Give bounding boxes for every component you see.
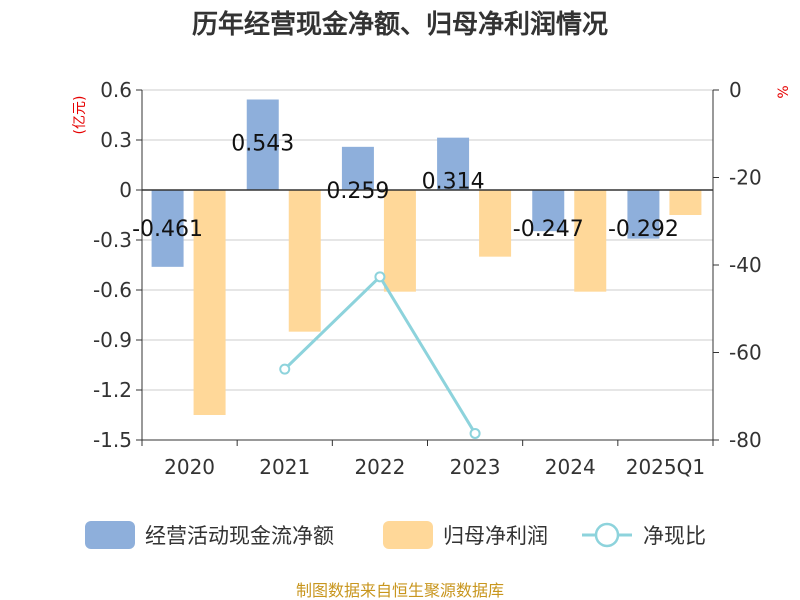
right-tick-label: -40 <box>729 253 762 277</box>
bar-series <box>151 99 702 415</box>
ratio-point <box>374 271 386 283</box>
chart-title: 历年经营现金净额、归母净利润情况 <box>192 9 608 40</box>
right-tick-label: -20 <box>729 166 762 190</box>
bar-cash-flow <box>532 190 565 232</box>
legend-swatch-net-profit <box>383 521 433 549</box>
left-tick-label: -0.9 <box>93 328 132 352</box>
x-tick-label: 2025Q1 <box>626 455 705 479</box>
ratio-line-series <box>279 271 481 439</box>
bar-cash-flow <box>151 190 184 267</box>
legend-label-net-profit: 归母净利润 <box>443 524 548 548</box>
left-tick-label: -1.5 <box>93 428 132 452</box>
data-label-cash-flow: 0.314 <box>422 170 485 195</box>
legend-label-ratio: 净现比 <box>643 524 706 548</box>
grid-lines <box>142 89 713 441</box>
x-tick-label: 2021 <box>259 455 310 479</box>
left-tick-label: 0.3 <box>100 128 132 152</box>
left-axis-unit: (亿元) <box>72 96 88 135</box>
bar-net-profit <box>479 190 512 257</box>
right-tick-label: -60 <box>729 341 762 365</box>
legend-label-cash-flow: 经营活动现金流净额 <box>145 524 334 548</box>
bar-net-profit <box>193 190 226 415</box>
x-tick-label: 2022 <box>354 455 405 479</box>
data-label-cash-flow: -0.461 <box>132 217 203 242</box>
bar-net-profit <box>288 190 321 332</box>
right-tick-label: -80 <box>729 428 762 452</box>
data-label-cash-flow: 0.259 <box>326 179 389 204</box>
legend-swatch-cash-flow <box>85 521 135 549</box>
source-note: 制图数据来自恒生聚源数据库 <box>296 581 504 600</box>
left-tick-label: 0.6 <box>100 78 132 102</box>
bar-net-profit <box>383 190 416 292</box>
bar-net-profit <box>574 190 607 292</box>
left-tick-label: 0 <box>119 178 132 202</box>
legend-swatch-ratio-marker <box>594 522 620 548</box>
left-tick-label: -1.2 <box>93 378 132 402</box>
data-labels: -0.461 0.543 0.259 0.314 -0.247 -0.292 <box>132 132 679 243</box>
bar-cash-flow <box>627 190 660 239</box>
legend: 经营活动现金流净额 归母净利润 净现比 <box>85 521 706 549</box>
data-label-cash-flow: 0.543 <box>231 132 294 157</box>
bar-cash-flow <box>341 146 374 190</box>
left-tick-label: -0.3 <box>93 228 132 252</box>
bar-net-profit <box>669 190 702 215</box>
data-label-cash-flow: -0.247 <box>513 217 584 242</box>
x-tick-label: 2023 <box>450 455 501 479</box>
right-axis-unit: % <box>776 85 792 98</box>
bar-cash-flow <box>246 99 279 190</box>
x-tick-label: 2024 <box>545 455 596 479</box>
right-tick-label: 0 <box>729 78 742 102</box>
axes: 0.6 0.3 0 -0.3 -0.6 -0.9 -1.2 -1.5 0 -20 -40 -60 -80… <box>93 78 762 479</box>
data-label-cash-flow: -0.292 <box>608 217 679 242</box>
ratio-point <box>279 363 291 375</box>
bar-cash-flow <box>437 137 470 190</box>
left-tick-label: -0.6 <box>93 278 132 302</box>
x-tick-label: 2020 <box>164 455 215 479</box>
ratio-point <box>469 427 481 439</box>
